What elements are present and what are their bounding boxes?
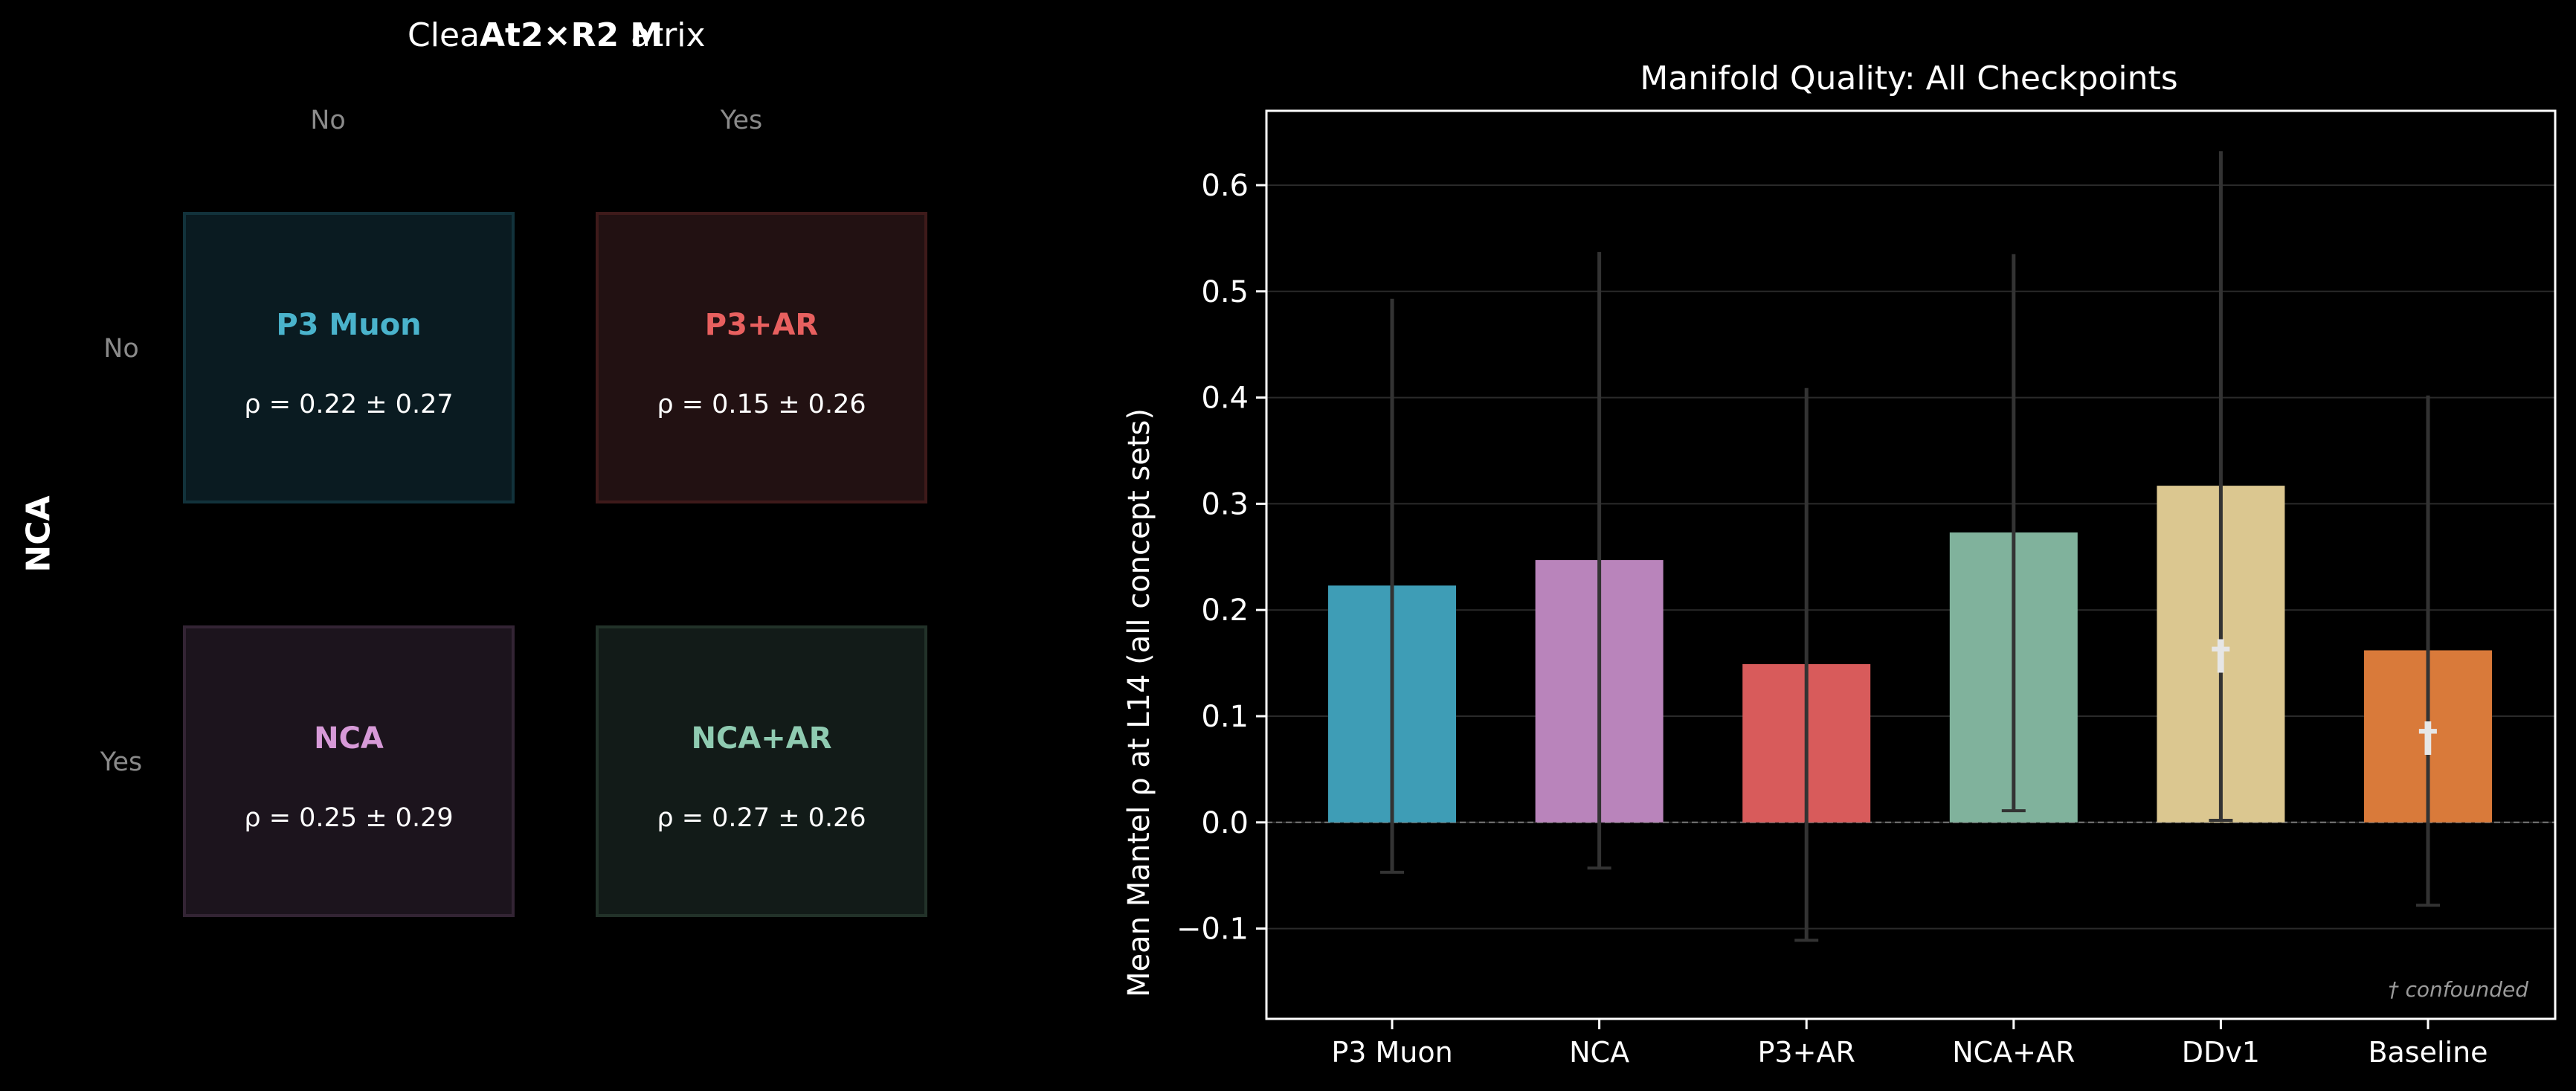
- confounded-marker: †: [2211, 631, 2231, 678]
- plot-frame: [1265, 109, 2557, 1020]
- cell-rho: ρ = 0.27 ± 0.26: [657, 803, 866, 833]
- y-tick-label: 0.5: [1201, 275, 1249, 309]
- x-tick-label: Baseline: [2368, 1036, 2488, 1069]
- x-tick-label: NCA: [1569, 1036, 1629, 1069]
- cell-rho: ρ = 0.15 ± 0.26: [657, 390, 866, 419]
- matrix-cell-p3-muon: P3 Muon ρ = 0.22 ± 0.27: [183, 212, 515, 503]
- cell-name: P3 Muon: [276, 308, 422, 342]
- row-header-yes: Yes: [100, 747, 143, 777]
- cell-name: NCA+AR: [691, 721, 832, 756]
- x-tick-label: NCA+AR: [1952, 1036, 2075, 1069]
- cell-rho: ρ = 0.25 ± 0.29: [244, 803, 454, 833]
- matrix-cell-p3-ar: P3+AR ρ = 0.15 ± 0.26: [596, 212, 927, 503]
- x-tick-label: DDv1: [2182, 1036, 2260, 1069]
- confounded-marker: †: [2418, 714, 2438, 761]
- cell-rho: ρ = 0.22 ± 0.27: [244, 390, 454, 419]
- x-tick-label: P3+AR: [1758, 1036, 1855, 1069]
- matrix-title-part-3: atrix: [631, 16, 706, 54]
- confounded-note: † confounded: [2389, 977, 2529, 1002]
- y-tick-label: 0.2: [1201, 593, 1249, 628]
- y-tick-label: 0.6: [1201, 169, 1249, 203]
- y-tick-label: 0.3: [1201, 487, 1249, 521]
- matrix-cell-nca: NCA ρ = 0.25 ± 0.29: [183, 625, 515, 917]
- matrix-title-part-1: Clea: [408, 16, 480, 54]
- y-tick-label: 0.4: [1201, 382, 1249, 416]
- cell-name: NCA: [314, 721, 384, 756]
- y-tick-label: 0.0: [1201, 806, 1249, 840]
- y-axis-label: Mean Mantel ρ at L14 (all concept sets): [1122, 408, 1156, 997]
- x-tick-label: P3 Muon: [1331, 1036, 1452, 1069]
- col-header-yes: Yes: [720, 106, 763, 135]
- row-header-no: No: [103, 334, 139, 364]
- matrix-title-part-2: At2×R2 M: [480, 16, 663, 54]
- col-header-no: No: [310, 106, 346, 135]
- y-tick-label: 0.1: [1201, 700, 1249, 734]
- chart-title: Manifold Quality: All Checkpoints: [1640, 59, 2177, 97]
- cell-name: P3+AR: [704, 308, 819, 342]
- matrix-cell-nca-ar: NCA+AR ρ = 0.27 ± 0.26: [596, 625, 927, 917]
- y-tick-label: −0.1: [1176, 913, 1249, 947]
